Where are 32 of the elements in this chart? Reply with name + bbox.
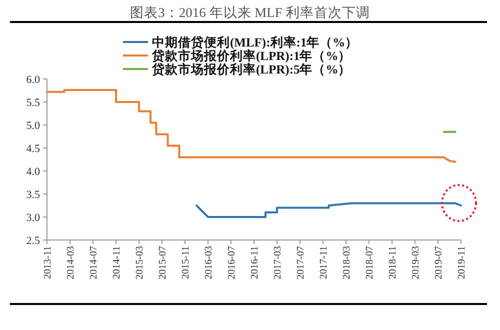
chart-title: 图表3：2016 年以来 MLF 利率首次下调 bbox=[130, 5, 370, 20]
y-tick-label: 2.5 bbox=[26, 235, 40, 247]
x-tick-label: 2018-11 bbox=[388, 246, 398, 279]
x-tick-label: 2016-11 bbox=[250, 246, 260, 279]
x-tick-label: 2014-11 bbox=[112, 246, 122, 279]
x-tick-label: 2017-11 bbox=[318, 246, 330, 279]
x-tick-label: 2017-07 bbox=[296, 246, 306, 280]
y-tick-label: 6.0 bbox=[26, 74, 40, 86]
x-tick-label: 2019-07 bbox=[434, 246, 444, 280]
x-tick-label: 2016-03 bbox=[204, 246, 214, 280]
x-tick-label: 2015-03 bbox=[134, 246, 146, 280]
line-series bbox=[46, 89, 456, 163]
x-tick-label: 2015-07 bbox=[158, 246, 168, 280]
x-tick-label: 2016-07 bbox=[226, 246, 238, 280]
x-tick-label: 2017-03 bbox=[272, 246, 284, 280]
x-tick-label: 2014-03 bbox=[66, 246, 76, 280]
y-tick-label: 5.5 bbox=[26, 97, 40, 109]
legend-label: 贷款市场报价利率(LPR):5年（%） bbox=[151, 62, 352, 76]
y-tick-label: 5.0 bbox=[26, 120, 40, 132]
x-tick-label: 2018-03 bbox=[342, 246, 352, 280]
y-tick-label: 4.5 bbox=[26, 143, 40, 155]
y-tick-label: 3.5 bbox=[26, 189, 40, 201]
legend-label: 中期借贷便利(MLF):利率:1年（%） bbox=[152, 34, 358, 50]
y-tick-label: 4.0 bbox=[26, 166, 40, 178]
x-tick-label: 2018-07 bbox=[364, 246, 376, 280]
x-tick-label: 2019-03 bbox=[410, 246, 422, 280]
legend-label: 贷款市场报价利率(LPR):1年（%） bbox=[151, 48, 352, 63]
x-tick-label: 2019-11 bbox=[456, 246, 468, 279]
x-tick-label: 2013-11 bbox=[42, 246, 54, 279]
y-tick-label: 3.0 bbox=[26, 212, 40, 224]
x-tick-label: 2015-11 bbox=[180, 246, 192, 279]
x-tick-label: 2014-07 bbox=[88, 246, 100, 280]
